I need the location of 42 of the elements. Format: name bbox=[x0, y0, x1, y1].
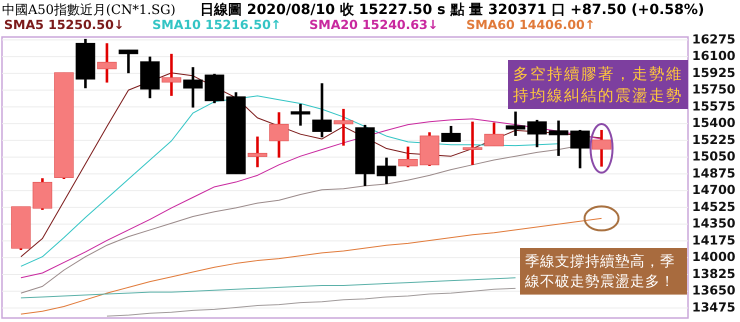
line-series bbox=[20, 277, 516, 298]
text: SMA20 15240.63↓ bbox=[309, 17, 438, 32]
candlestick bbox=[269, 110, 289, 159]
text: SMA5 15250.50↓ bbox=[4, 17, 124, 32]
annotation: 多空持續膠著，走勢維持均線糾結的震盪走勢 bbox=[513, 64, 683, 104]
candlestick bbox=[290, 102, 310, 127]
y-tick-label: 14525 bbox=[692, 198, 736, 214]
candlestick bbox=[183, 66, 203, 109]
y-tick-label: 13475 bbox=[692, 299, 736, 314]
candlestick bbox=[312, 82, 332, 139]
y-tick-label: 15925 bbox=[692, 64, 736, 80]
candlestick bbox=[334, 108, 354, 147]
chart-subtitle: 日線圖 2020/08/10 收 15227.50 s 點 量 320371 口 +87.50 (+0.58%) bbox=[200, 2, 704, 18]
y-tick-label: 14000 bbox=[692, 249, 736, 264]
annotation: 季線支撐持續墊高，季線不破走勢震盪走多！ bbox=[524, 254, 675, 290]
candlestick bbox=[162, 52, 182, 98]
candlestick bbox=[570, 128, 590, 170]
y-tick-label: 15225 bbox=[692, 132, 736, 147]
y-tick-label: 14875 bbox=[692, 165, 736, 180]
y-tick-label: 15575 bbox=[692, 98, 736, 114]
y-tick-label: 13825 bbox=[692, 266, 736, 281]
y-tick-label: 15050 bbox=[692, 148, 736, 164]
candlestick bbox=[462, 120, 482, 166]
candlestick bbox=[97, 42, 117, 84]
line-series bbox=[106, 288, 516, 317]
y-tick-label: 13650 bbox=[692, 282, 736, 298]
candlestick bbox=[548, 119, 568, 158]
y-tick-label: 14175 bbox=[692, 232, 736, 248]
y-tick-label: 16275 bbox=[692, 31, 736, 46]
candlestick bbox=[484, 121, 504, 148]
y-tick-label: 15750 bbox=[692, 82, 736, 97]
candlestick bbox=[248, 135, 268, 169]
candlestick bbox=[118, 48, 138, 74]
y-tick-label: 14700 bbox=[692, 182, 736, 198]
candlestick bbox=[441, 124, 461, 143]
y-tick-label: 14350 bbox=[692, 216, 736, 231]
y-tick-label: 16100 bbox=[692, 48, 736, 64]
candlestick bbox=[592, 128, 612, 168]
text: SMA60 14406.00↑ bbox=[466, 17, 596, 32]
y-tick-label: 15400 bbox=[692, 115, 736, 130]
text: SMA10 15216.50↑ bbox=[152, 17, 282, 32]
chart-title: 中國A50指數近月(CN*1.SG) bbox=[2, 3, 176, 18]
